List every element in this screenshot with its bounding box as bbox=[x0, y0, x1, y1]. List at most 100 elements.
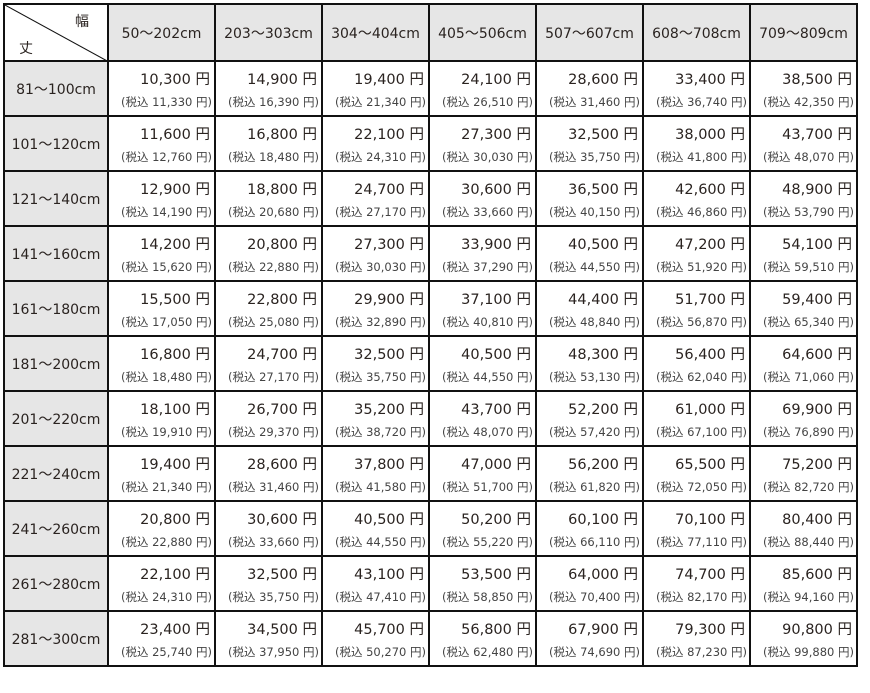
price: 56,800 円 bbox=[461, 622, 531, 638]
price-with-tax: (税込 12,760 円) bbox=[120, 150, 212, 164]
row-header: 241〜260cm bbox=[3, 500, 109, 557]
price: 70,100 円 bbox=[675, 512, 745, 528]
price: 32,500 円 bbox=[247, 567, 317, 583]
price-with-tax: (税込 27,170 円) bbox=[334, 205, 426, 219]
column-header: 304〜404cm bbox=[321, 3, 430, 62]
price: 59,400 円 bbox=[782, 292, 852, 308]
price-cell: 47,200 円 (税込 51,920 円) bbox=[642, 225, 751, 282]
table-body: 81〜100cm 10,300 円 (税込 11,330 円) 14,900 円 (税込… bbox=[3, 60, 858, 667]
price-cell: 24,700 円 (税込 27,170 円) bbox=[214, 335, 323, 392]
price-cell: 32,500 円 (税込 35,750 円) bbox=[535, 115, 644, 172]
price-cell: 20,800 円 (税込 22,880 円) bbox=[107, 500, 216, 557]
price-cell: 16,800 円 (税込 18,480 円) bbox=[214, 115, 323, 172]
price-cell: 43,700 円 (税込 48,070 円) bbox=[428, 390, 537, 447]
price-with-tax: (税込 53,790 円) bbox=[762, 205, 854, 219]
price-cell: 64,000 円 (税込 70,400 円) bbox=[535, 555, 644, 612]
price: 54,100 円 bbox=[782, 237, 852, 253]
price: 61,000 円 bbox=[675, 402, 745, 418]
price: 29,900 円 bbox=[354, 292, 424, 308]
price-with-tax: (税込 31,460 円) bbox=[548, 95, 640, 109]
price-with-tax: (税込 71,060 円) bbox=[762, 370, 854, 384]
price-cell: 38,500 円 (税込 42,350 円) bbox=[749, 60, 858, 117]
price-cell: 37,800 円 (税込 41,580 円) bbox=[321, 445, 430, 502]
price-table: 幅 丈 50〜202cm 203〜303cm 304〜404cm 405〜506cm 5… bbox=[3, 3, 858, 667]
price: 22,100 円 bbox=[354, 127, 424, 143]
price: 34,500 円 bbox=[247, 622, 317, 638]
price-cell: 47,000 円 (税込 51,700 円) bbox=[428, 445, 537, 502]
price-cell: 22,800 円 (税込 25,080 円) bbox=[214, 280, 323, 337]
price-with-tax: (税込 41,800 円) bbox=[655, 150, 747, 164]
price-cell: 38,000 円 (税込 41,800 円) bbox=[642, 115, 751, 172]
price-with-tax: (税込 99,880 円) bbox=[762, 645, 854, 659]
price-with-tax: (税込 51,700 円) bbox=[441, 480, 533, 494]
price: 43,700 円 bbox=[461, 402, 531, 418]
column-header: 608〜708cm bbox=[642, 3, 751, 62]
price: 27,300 円 bbox=[354, 237, 424, 253]
width-label: 幅 bbox=[75, 14, 89, 30]
price: 85,600 円 bbox=[782, 567, 852, 583]
price-with-tax: (税込 35,750 円) bbox=[334, 370, 426, 384]
price-cell: 40,500 円 (税込 44,550 円) bbox=[535, 225, 644, 282]
column-header: 709〜809cm bbox=[749, 3, 858, 62]
price: 53,500 円 bbox=[461, 567, 531, 583]
price-with-tax: (税込 17,050 円) bbox=[120, 315, 212, 329]
price: 16,800 円 bbox=[140, 347, 210, 363]
price-cell: 19,400 円 (税込 21,340 円) bbox=[321, 60, 430, 117]
table-row: 221〜240cm 19,400 円 (税込 21,340 円) 28,600 円 (税… bbox=[3, 445, 858, 502]
column-header: 405〜506cm bbox=[428, 3, 537, 62]
price-with-tax: (税込 87,230 円) bbox=[655, 645, 747, 659]
price-cell: 45,700 円 (税込 50,270 円) bbox=[321, 610, 430, 667]
price: 37,100 円 bbox=[461, 292, 531, 308]
table-row: 101〜120cm 11,600 円 (税込 12,760 円) 16,800 円 (税… bbox=[3, 115, 858, 172]
price-cell: 75,200 円 (税込 82,720 円) bbox=[749, 445, 858, 502]
price-with-tax: (税込 47,410 円) bbox=[334, 590, 426, 604]
price-with-tax: (税込 18,480 円) bbox=[120, 370, 212, 384]
price: 90,800 円 bbox=[782, 622, 852, 638]
price-cell: 61,000 円 (税込 67,100 円) bbox=[642, 390, 751, 447]
price-with-tax: (税込 58,850 円) bbox=[441, 590, 533, 604]
price-with-tax: (税込 26,510 円) bbox=[441, 95, 533, 109]
price-cell: 27,300 円 (税込 30,030 円) bbox=[428, 115, 537, 172]
price: 40,500 円 bbox=[461, 347, 531, 363]
price-cell: 70,100 円 (税込 77,110 円) bbox=[642, 500, 751, 557]
price-with-tax: (税込 22,880 円) bbox=[120, 535, 212, 549]
price-with-tax: (税込 44,550 円) bbox=[548, 260, 640, 274]
price: 24,700 円 bbox=[354, 182, 424, 198]
price-with-tax: (税込 25,080 円) bbox=[227, 315, 319, 329]
price-with-tax: (税込 94,160 円) bbox=[762, 590, 854, 604]
price-with-tax: (税込 29,370 円) bbox=[227, 425, 319, 439]
price: 12,900 円 bbox=[140, 182, 210, 198]
price-cell: 90,800 円 (税込 99,880 円) bbox=[749, 610, 858, 667]
price-cell: 14,900 円 (税込 16,390 円) bbox=[214, 60, 323, 117]
price-with-tax: (税込 59,510 円) bbox=[762, 260, 854, 274]
price: 14,200 円 bbox=[140, 237, 210, 253]
row-header: 141〜160cm bbox=[3, 225, 109, 282]
price-cell: 48,900 円 (税込 53,790 円) bbox=[749, 170, 858, 227]
price: 52,200 円 bbox=[568, 402, 638, 418]
price-with-tax: (税込 24,310 円) bbox=[120, 590, 212, 604]
price: 33,400 円 bbox=[675, 72, 745, 88]
price-with-tax: (税込 62,040 円) bbox=[655, 370, 747, 384]
price: 28,600 円 bbox=[568, 72, 638, 88]
price-with-tax: (税込 36,740 円) bbox=[655, 95, 747, 109]
price-cell: 22,100 円 (税込 24,310 円) bbox=[321, 115, 430, 172]
price-with-tax: (税込 15,620 円) bbox=[120, 260, 212, 274]
price: 35,200 円 bbox=[354, 402, 424, 418]
price-with-tax: (税込 55,220 円) bbox=[441, 535, 533, 549]
column-header: 507〜607cm bbox=[535, 3, 644, 62]
price-cell: 26,700 円 (税込 29,370 円) bbox=[214, 390, 323, 447]
price: 26,700 円 bbox=[247, 402, 317, 418]
price-with-tax: (税込 35,750 円) bbox=[227, 590, 319, 604]
price: 10,300 円 bbox=[140, 72, 210, 88]
price-with-tax: (税込 44,550 円) bbox=[441, 370, 533, 384]
price-with-tax: (税込 67,100 円) bbox=[655, 425, 747, 439]
price-with-tax: (税込 76,890 円) bbox=[762, 425, 854, 439]
price-with-tax: (税込 72,050 円) bbox=[655, 480, 747, 494]
price-with-tax: (税込 88,440 円) bbox=[762, 535, 854, 549]
price-with-tax: (税込 40,810 円) bbox=[441, 315, 533, 329]
row-header: 281〜300cm bbox=[3, 610, 109, 667]
price-with-tax: (税込 32,890 円) bbox=[334, 315, 426, 329]
price: 79,300 円 bbox=[675, 622, 745, 638]
price: 45,700 円 bbox=[354, 622, 424, 638]
price-cell: 69,900 円 (税込 76,890 円) bbox=[749, 390, 858, 447]
